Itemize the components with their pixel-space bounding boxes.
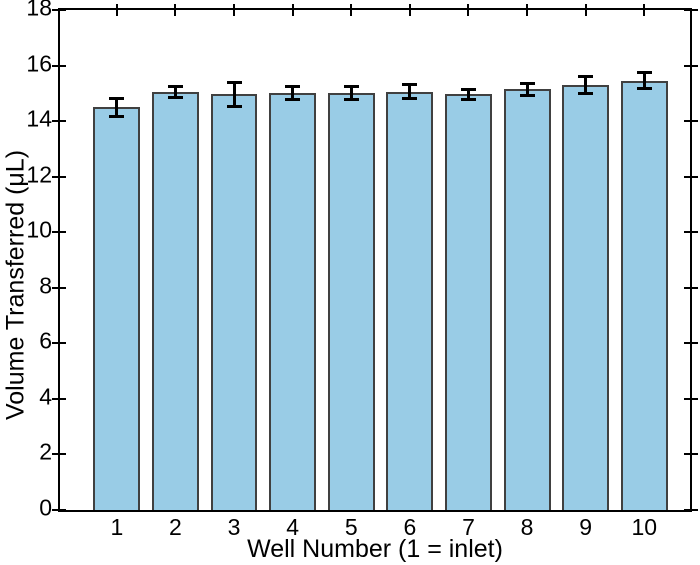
x-tick-label: 9 [579,514,593,540]
error-bar-cap-bottom [578,92,594,96]
x-tick-mark-top [584,4,587,16]
x-tick-mark-top [174,4,177,16]
bar [386,91,434,510]
bar [327,93,375,510]
bar [93,107,141,510]
x-tick-label: 7 [462,514,475,540]
y-tick-mark-right [684,231,698,234]
error-bar-cap-bottom [226,104,242,108]
error-bar-cap-top [109,96,125,100]
x-tick-label: 1 [110,514,124,540]
x-axis-title: Well Number (1 = inlet) [247,535,503,563]
bar [503,89,551,510]
bar [210,94,258,510]
y-tick-label: 16 [26,50,52,77]
x-tick-label: 4 [286,514,300,540]
error-bar-cap-bottom [460,98,476,101]
error-bar-cap-top [578,74,594,78]
error-bar-cap-top [285,84,301,88]
x-tick-label: 3 [227,514,241,540]
error-bar-cap-bottom [109,114,125,118]
y-tick-label: 12 [26,161,52,188]
error-bar-cap-top [519,81,535,85]
y-tick-mark-left [52,453,66,456]
bar [152,91,199,510]
y-tick-label: 0 [39,494,52,521]
error-bar-cap-bottom [343,98,359,102]
bar [562,85,610,510]
error-bar [584,75,588,95]
x-tick-label: 6 [403,514,417,540]
error-bar [408,83,412,100]
error-bar-cap-top [167,85,183,89]
error-bar [525,82,529,97]
y-tick-mark-right [684,342,698,345]
bar [445,94,492,510]
error-bar-cap-top [226,80,242,84]
y-tick-mark-right [684,120,698,123]
y-tick-mark-left [52,175,66,178]
y-tick-mark-right [684,397,698,400]
x-tick-mark-top [233,4,236,16]
error-bar [466,88,470,100]
x-tick-label: 10 [631,514,658,540]
bar [269,92,317,510]
y-tick-label: 8 [39,272,52,299]
y-tick-mark-left [52,64,66,67]
x-tick-label: 5 [344,514,358,540]
error-bar-cap-bottom [402,97,418,101]
y-tick-label: 14 [26,105,52,132]
error-bar-cap-top [343,84,359,88]
x-tick-mark-top [350,4,353,16]
error-bar [349,85,353,101]
y-tick-label: 10 [26,216,52,243]
x-tick-mark-top [408,4,411,16]
y-tick-mark-left [52,342,66,345]
y-tick-mark-right [684,9,698,11]
bar [620,80,668,510]
error-bar-cap-bottom [519,94,535,98]
error-bar [115,97,119,117]
x-tick-label: 8 [520,514,534,540]
y-tick-mark-left [52,120,66,123]
error-bar-cap-top [402,82,418,86]
x-tick-mark-top [291,4,294,16]
y-tick-mark-left [52,231,66,234]
y-tick-mark-right [684,286,698,289]
x-tick-mark-top [467,4,470,16]
error-bar-cap-top [636,71,652,75]
y-tick-mark-right [684,64,698,67]
x-tick-label: 2 [169,514,182,540]
error-bar [642,72,646,90]
error-bar [291,85,295,100]
y-tick-mark-left [52,397,66,400]
error-bar [232,81,236,107]
y-tick-label: 6 [39,327,52,354]
error-bar [173,86,177,98]
y-tick-mark-left [52,9,66,11]
x-tick-mark-top [643,4,646,16]
y-tick-label: 18 [26,0,52,21]
error-bar-cap-top [460,87,476,91]
error-bar-cap-bottom [167,95,183,99]
y-tick-label: 2 [39,438,52,465]
y-tick-mark-left [52,509,66,511]
plot-area [52,4,698,512]
x-tick-mark-top [526,4,529,16]
y-tick-mark-left [52,286,66,289]
error-bar-cap-bottom [636,87,652,91]
y-tick-mark-right [684,175,698,178]
y-tick-mark-right [684,453,698,456]
error-bar-cap-bottom [285,98,301,101]
y-tick-label: 4 [39,383,52,410]
y-tick-mark-right [684,509,698,511]
x-tick-mark-top [115,4,118,16]
